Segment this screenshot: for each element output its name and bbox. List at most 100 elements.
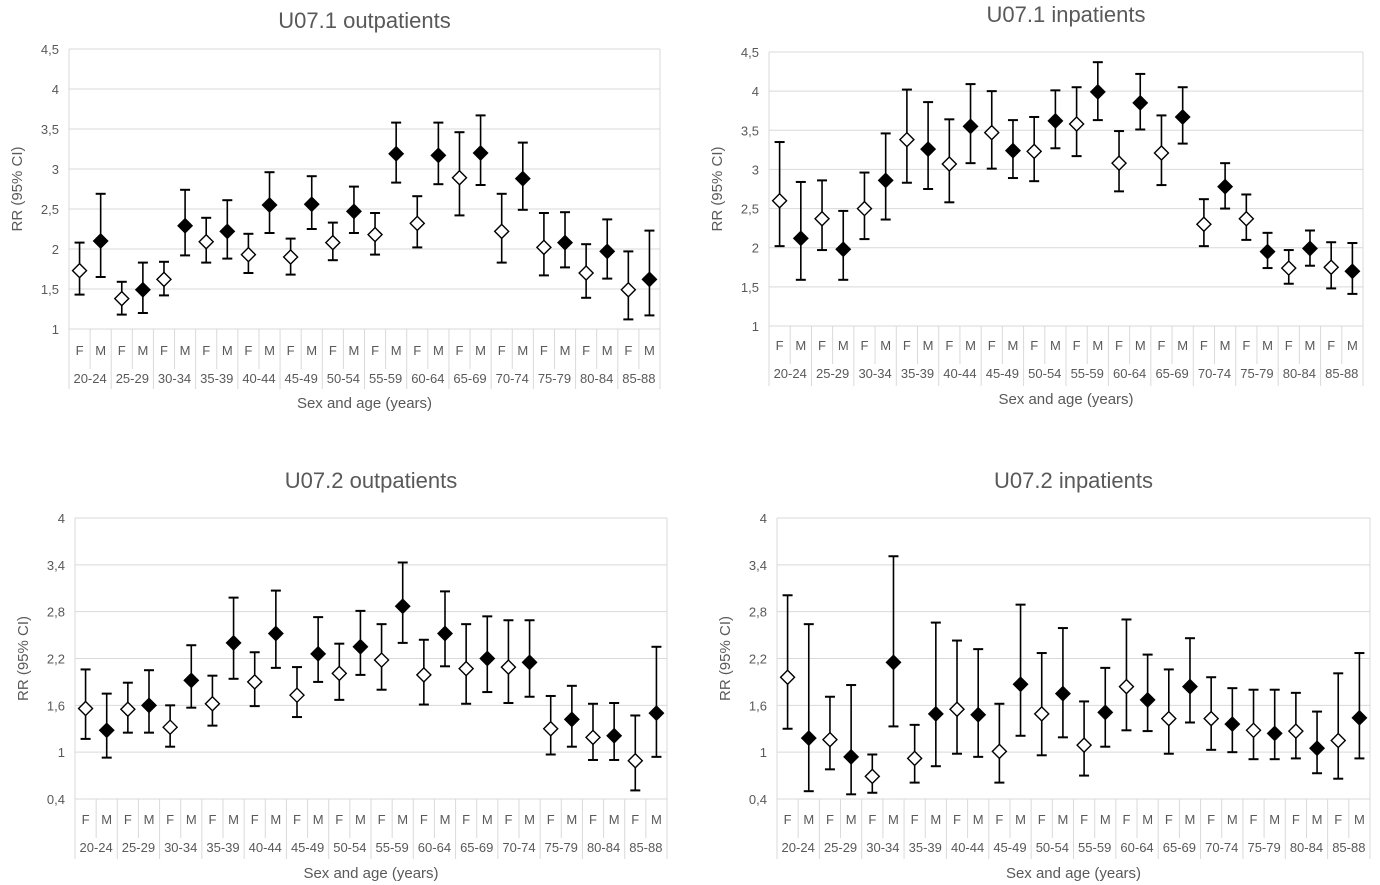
chart-panel-3: 0,411,62,22,83,44F M F M F M F M F M F M F M F M F M F M F M F… [15, 468, 668, 882]
x-tick-age-label: 25-29 [816, 366, 849, 381]
x-tick-age-label: 50-54 [333, 840, 366, 855]
x-tick-sex-label: F [1285, 338, 1293, 353]
chart-title: U07.2 outpatients [285, 468, 457, 493]
x-tick-sex-label: F [818, 338, 826, 353]
x-tick-sex-label: F [1250, 812, 1258, 827]
point-M [261, 197, 278, 213]
point-M [843, 748, 860, 765]
y-tick-label: 4 [760, 511, 767, 526]
point-F [941, 155, 958, 172]
x-tick-sex-label: F [945, 338, 953, 353]
x-tick-sex-label: M [609, 812, 620, 827]
x-tick-sex-label: M [1177, 338, 1188, 353]
point-F [1111, 155, 1128, 172]
x-tick-sex-label: M [306, 343, 317, 358]
point-M [1309, 740, 1326, 757]
point-F [162, 719, 179, 736]
point-F [119, 701, 136, 718]
x-tick-sex-label: M [313, 812, 324, 827]
x-tick-age-label: 20-24 [774, 366, 807, 381]
x-tick-age-label: 75-79 [1240, 366, 1273, 381]
x-tick-sex-label: M [264, 343, 275, 358]
x-tick-sex-label: F [329, 343, 337, 358]
x-tick-sex-label: M [560, 343, 571, 358]
point-F [1323, 259, 1340, 276]
point-F [289, 687, 305, 704]
x-tick-age-label: 80-84 [1283, 366, 1316, 381]
x-axis-label: Sex and age (years) [303, 865, 438, 882]
x-tick-age-label: 30-34 [164, 840, 197, 855]
point-M [877, 172, 894, 189]
x-tick-age-label: 30-34 [866, 840, 899, 855]
x-tick-age-label: 35-39 [206, 840, 239, 855]
x-tick-sex-label: F [1292, 812, 1300, 827]
point-F [367, 226, 384, 243]
x-tick-sex-label: M [433, 343, 444, 358]
x-tick-sex-label: M [1354, 812, 1365, 827]
point-M [521, 654, 538, 671]
x-tick-sex-label: M [517, 343, 528, 358]
x-tick-age-label: 85-88 [1332, 840, 1365, 855]
point-F [864, 768, 881, 785]
point-F [1245, 722, 1262, 739]
point-M [970, 706, 987, 723]
point-M [514, 170, 531, 187]
x-tick-sex-label: M [651, 812, 662, 827]
point-F [493, 223, 510, 240]
y-tick-label: 2,8 [47, 605, 65, 620]
point-F [814, 210, 831, 227]
point-M [134, 281, 151, 298]
x-tick-sex-label: F [244, 343, 252, 358]
x-tick-age-label: 65-69 [1155, 366, 1188, 381]
point-F [204, 695, 221, 712]
x-tick-sex-label: M [144, 812, 155, 827]
y-tick-label: 2,5 [741, 202, 759, 217]
y-tick-label: 3,4 [47, 558, 65, 573]
x-tick-sex-label: F [462, 812, 470, 827]
x-tick-age-label: 75-79 [538, 371, 571, 386]
chart-panel-4: 0,411,62,22,83,44F M F M F M F M F M F M F M F M F M F M F M F… [717, 468, 1371, 882]
x-tick-sex-label: F [1165, 812, 1173, 827]
x-tick-age-label: 65-69 [453, 371, 486, 386]
point-M [1012, 676, 1029, 693]
y-tick-label: 1 [52, 322, 59, 337]
x-tick-age-label: 85-88 [622, 371, 655, 386]
y-tick-label: 2 [752, 241, 759, 256]
x-tick-age-label: 25-29 [122, 840, 155, 855]
x-tick-sex-label: M [803, 812, 814, 827]
x-tick-sex-label: F [287, 343, 295, 358]
x-tick-sex-label: M [1008, 338, 1019, 353]
point-M [800, 730, 817, 747]
y-axis-label: RR (95% CI) [15, 616, 32, 701]
x-axis-label: Sex and age (years) [297, 395, 432, 412]
point-F [1153, 144, 1170, 161]
point-F [949, 701, 966, 718]
point-F [898, 131, 915, 148]
x-tick-sex-label: F [826, 812, 834, 827]
x-tick-age-label: 35-39 [200, 371, 233, 386]
point-M [1224, 716, 1241, 733]
point-F [458, 660, 475, 677]
x-tick-sex-label: M [923, 338, 934, 353]
point-M [835, 241, 852, 258]
x-tick-sex-label: F [208, 812, 216, 827]
point-F [1026, 143, 1043, 160]
y-tick-label: 1 [58, 745, 65, 760]
point-F [500, 659, 517, 676]
x-tick-sex-label: M [602, 343, 613, 358]
x-tick-sex-label: M [1220, 338, 1231, 353]
point-F [771, 192, 788, 209]
chart-panel-1: 11,522,533,544,5F M F M F M F M F M F M F M F M F M F M F M F M… [9, 8, 661, 412]
x-tick-sex-label: M [838, 338, 849, 353]
point-F [155, 271, 172, 288]
x-tick-age-label: 70-74 [496, 371, 529, 386]
x-tick-sex-label: M [1015, 812, 1026, 827]
point-F [620, 281, 637, 298]
x-tick-sex-label: M [222, 343, 233, 358]
x-tick-age-label: 80-84 [1290, 840, 1323, 855]
y-axis-label: RR (95% CI) [709, 146, 726, 231]
point-F [1238, 210, 1255, 227]
chart-title: U07.1 outpatients [278, 8, 450, 33]
point-F [578, 265, 595, 281]
point-M [1004, 142, 1021, 159]
